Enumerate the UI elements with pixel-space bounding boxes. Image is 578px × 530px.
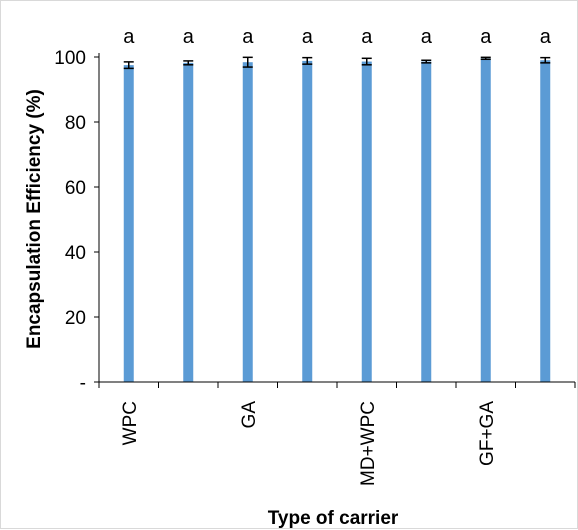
bar xyxy=(540,60,551,382)
significance-label: a xyxy=(242,26,254,48)
bar xyxy=(123,65,134,382)
y-axis-title: Encapsulation Efficiency (%) xyxy=(24,89,45,349)
y-tick-label: 80 xyxy=(65,113,86,134)
y-tick-label: 100 xyxy=(54,48,86,69)
y-tick-label: - xyxy=(80,373,86,394)
bar xyxy=(302,60,313,383)
bar xyxy=(242,62,253,382)
significance-label: a xyxy=(123,26,135,48)
significance-label: a xyxy=(540,26,552,48)
x-tick-label: GA xyxy=(239,401,260,429)
significance-label: a xyxy=(361,26,373,48)
bar xyxy=(183,62,194,382)
x-axis-title: Type of carrier xyxy=(268,508,399,529)
x-tick-label: GF+GA xyxy=(477,401,498,466)
significance-label: a xyxy=(302,26,314,48)
y-tick-label: 40 xyxy=(65,243,86,264)
bar xyxy=(480,58,491,383)
significance-label: a xyxy=(421,26,433,48)
bar xyxy=(361,61,372,383)
x-tick-label: WPC xyxy=(120,401,141,445)
bar xyxy=(421,61,432,383)
significance-label: a xyxy=(183,26,195,48)
x-tick-label: MD+WPC xyxy=(358,401,379,486)
significance-label: a xyxy=(480,26,492,48)
y-tick-label: 60 xyxy=(65,178,86,199)
y-tick-label: 20 xyxy=(65,308,86,329)
